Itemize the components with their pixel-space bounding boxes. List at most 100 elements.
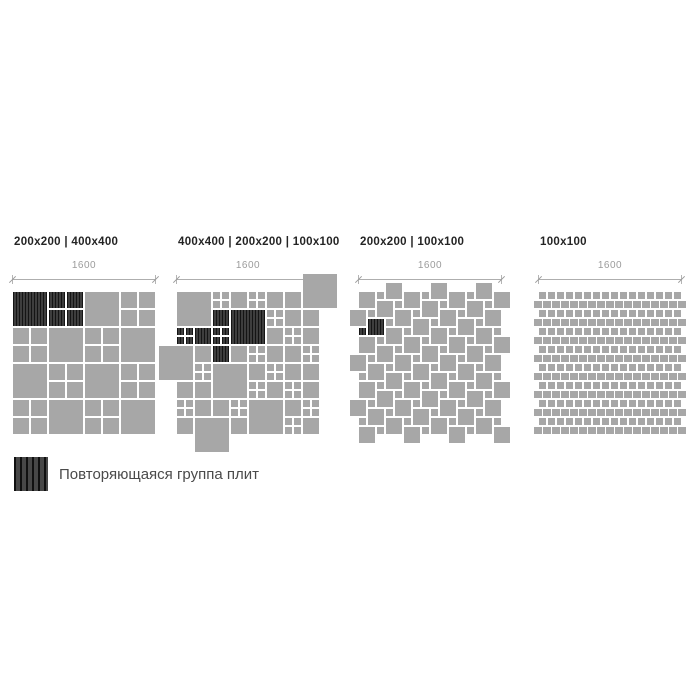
- tile-100: [547, 399, 556, 408]
- tile-400: [248, 399, 284, 435]
- tile-100: [212, 300, 221, 309]
- tile-200: [176, 381, 194, 399]
- tile-200: [403, 426, 421, 444]
- tile-200: [439, 354, 457, 372]
- tile-200: [266, 327, 284, 345]
- tile-200: [12, 399, 30, 417]
- tile-100: [601, 345, 610, 354]
- tile-200: [176, 417, 194, 435]
- tile-200: [349, 309, 367, 327]
- tile-200-repeat-group: [66, 309, 84, 327]
- tile-100: [664, 363, 673, 372]
- tile-100: [266, 372, 275, 381]
- tile-100: [610, 363, 619, 372]
- tile-100: [615, 372, 623, 381]
- tile-200: [448, 426, 466, 444]
- tile-100: [493, 417, 502, 426]
- tile-100: [583, 417, 592, 426]
- tile-100: [601, 417, 610, 426]
- tile-100: [547, 327, 556, 336]
- tile-100-repeat-group: [212, 327, 221, 336]
- tile-100: [547, 417, 556, 426]
- tile-200: [421, 390, 439, 408]
- tile-200-repeat-group: [48, 291, 66, 309]
- tile-100: [230, 399, 239, 408]
- tile-200: [302, 327, 320, 345]
- tile-100: [610, 291, 619, 300]
- tile-100: [660, 408, 668, 417]
- tile-100: [538, 327, 547, 336]
- tile-100: [592, 327, 601, 336]
- tile-100: [619, 345, 628, 354]
- tile-200: [403, 381, 421, 399]
- tile-100: [493, 372, 502, 381]
- tile-100: [651, 318, 659, 327]
- tile-grid: [534, 291, 686, 435]
- tile-100: [646, 291, 655, 300]
- tile-100: [376, 336, 385, 345]
- tile-200: [194, 399, 212, 417]
- tile-100-repeat-group: [176, 327, 185, 336]
- tile-100: [565, 345, 574, 354]
- tile-100: [592, 291, 601, 300]
- tile-100: [367, 354, 376, 363]
- tile-100: [633, 318, 641, 327]
- tile-100: [615, 426, 623, 435]
- tile-100: [579, 426, 587, 435]
- tile-100: [466, 336, 475, 345]
- tile-200-repeat-group: [212, 309, 230, 327]
- tile-200: [284, 363, 302, 381]
- tile-100: [448, 327, 457, 336]
- tile-200: [284, 345, 302, 363]
- tile-100: [628, 327, 637, 336]
- tile-200: [385, 417, 403, 435]
- tile-100: [552, 426, 560, 435]
- tile-100: [394, 345, 403, 354]
- tile-200: [12, 345, 30, 363]
- tile-100: [606, 300, 614, 309]
- tile-100: [534, 336, 542, 345]
- tile-100: [457, 399, 466, 408]
- tile-100: [583, 345, 592, 354]
- tile-200: [358, 336, 376, 354]
- tile-100: [583, 363, 592, 372]
- tile-100: [669, 300, 677, 309]
- tile-100: [376, 381, 385, 390]
- tile-100-repeat-group: [185, 336, 194, 345]
- tile-400: [176, 291, 212, 327]
- tile-200: [266, 345, 284, 363]
- tile-200: [394, 309, 412, 327]
- tile-100: [574, 363, 583, 372]
- tile-200: [466, 300, 484, 318]
- tile-100-repeat-group: [212, 336, 221, 345]
- tile-200: [430, 372, 448, 390]
- tile-200: [138, 363, 156, 381]
- tile-100: [579, 336, 587, 345]
- dimension-label: 1600: [71, 260, 97, 271]
- panel-100x100: 100x100 1600: [534, 236, 686, 476]
- tile-100: [664, 291, 673, 300]
- tile-200: [448, 291, 466, 309]
- tile-100: [601, 309, 610, 318]
- tile-200: [457, 408, 475, 426]
- tile-200: [30, 345, 48, 363]
- tile-100: [257, 345, 266, 354]
- tile-100: [574, 345, 583, 354]
- tile-100: [561, 354, 569, 363]
- tile-100: [248, 381, 257, 390]
- tile-100: [637, 345, 646, 354]
- tile-100: [583, 291, 592, 300]
- tile-200: [230, 417, 248, 435]
- tile-100: [275, 309, 284, 318]
- tile-100: [624, 426, 632, 435]
- tile-400: [194, 417, 230, 453]
- tile-200: [84, 399, 102, 417]
- tile-100: [552, 372, 560, 381]
- tile-100: [642, 390, 650, 399]
- tile-100: [633, 426, 641, 435]
- tile-100-repeat-group: [221, 336, 230, 345]
- tile-100: [570, 372, 578, 381]
- tile-200: [212, 399, 230, 417]
- tile-200: [421, 345, 439, 363]
- tile-100: [534, 372, 542, 381]
